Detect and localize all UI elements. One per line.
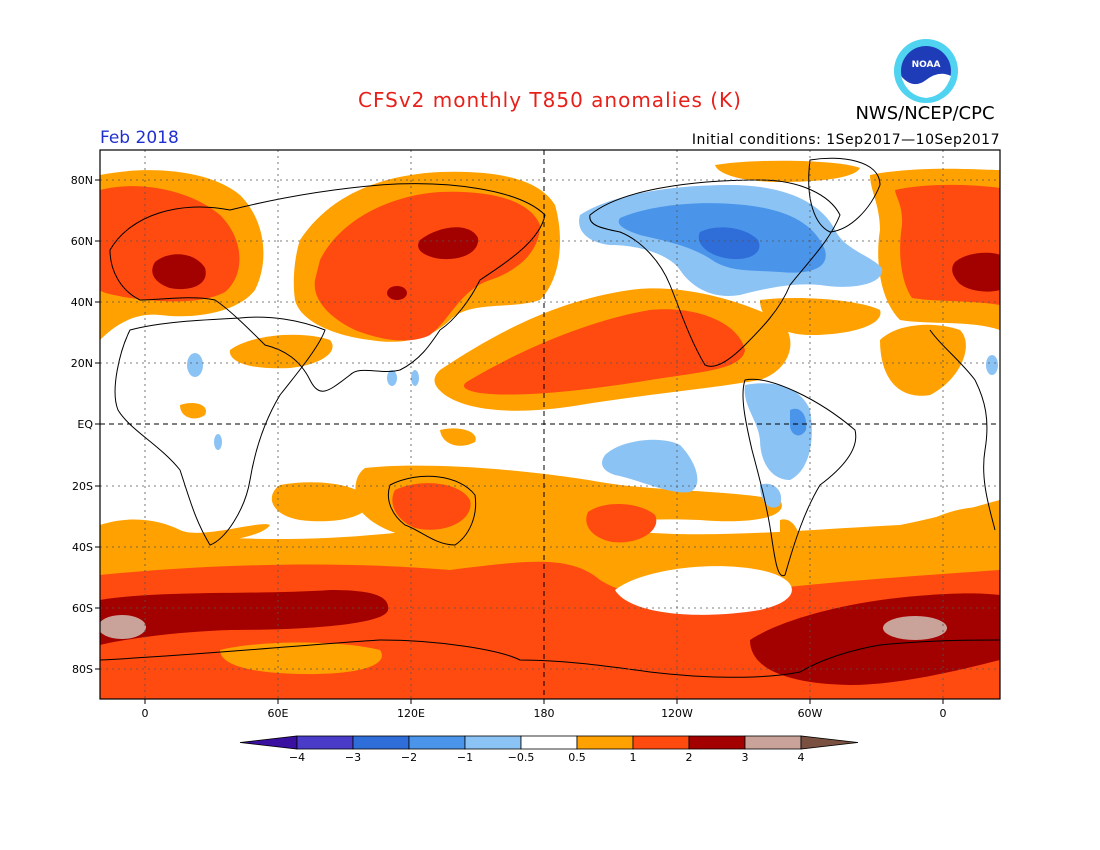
colorbar-arrow-low bbox=[239, 735, 298, 750]
anomaly-region bbox=[187, 353, 203, 377]
lon-label: 120E bbox=[397, 707, 425, 720]
anomaly-region bbox=[418, 227, 479, 260]
anomaly-region bbox=[392, 483, 471, 530]
lat-label: 20N bbox=[71, 357, 93, 370]
lon-label: 60W bbox=[798, 707, 823, 720]
lon-label: 120W bbox=[661, 707, 693, 720]
colorbar-swatch bbox=[576, 735, 634, 750]
colorbar-label: 1 bbox=[630, 751, 637, 764]
lon-label: 60E bbox=[268, 707, 289, 720]
agency-label: NWS/NCEP/CPC bbox=[855, 103, 995, 124]
latitude-labels: 80N 60N 40N 20N EQ 20S 40S 60S 80S bbox=[71, 174, 100, 676]
anomaly-region bbox=[411, 370, 419, 386]
lat-label: 40S bbox=[72, 541, 93, 554]
colorbar-label: 0.5 bbox=[568, 751, 586, 764]
colorbar-swatch bbox=[520, 735, 578, 750]
anomaly-region bbox=[100, 615, 146, 639]
graticule bbox=[100, 150, 1000, 699]
anomaly-region bbox=[715, 160, 860, 182]
anomaly-region bbox=[615, 566, 792, 615]
lon-label: 0 bbox=[940, 707, 947, 720]
colorbar-label: −1 bbox=[457, 751, 473, 764]
equator-dateline bbox=[100, 150, 1000, 699]
logo-lettering: NOAA bbox=[912, 60, 941, 70]
lat-label: 80N bbox=[71, 174, 93, 187]
anomaly-region bbox=[152, 254, 206, 290]
lat-label: 40N bbox=[71, 296, 93, 309]
colorbar-label: 3 bbox=[742, 751, 749, 764]
colorbar-swatch bbox=[632, 735, 690, 750]
coastlines bbox=[100, 157, 1000, 678]
anomaly-region bbox=[602, 439, 698, 493]
anomaly-region bbox=[986, 355, 998, 375]
lat-label: 80S bbox=[72, 663, 93, 676]
anomaly-region bbox=[220, 642, 382, 675]
noaa-logo-icon: NOAA bbox=[894, 39, 958, 103]
anomaly-region bbox=[180, 403, 206, 419]
anomaly-region bbox=[387, 286, 407, 300]
colorbar-label: −2 bbox=[401, 751, 417, 764]
anomaly-region bbox=[464, 309, 745, 395]
initial-conditions: Initial conditions: 1Sep2017—10Sep2017 bbox=[691, 132, 1000, 148]
lat-label: EQ bbox=[77, 418, 93, 431]
colorbar-swatch bbox=[464, 735, 522, 750]
anomaly-region bbox=[750, 593, 1000, 685]
colorbar-label: −4 bbox=[289, 751, 305, 764]
anomaly-region bbox=[930, 507, 1000, 557]
colorbar-label: −3 bbox=[345, 751, 361, 764]
longitude-labels: 0 60E 120E 180 120W 60W 0 bbox=[142, 699, 947, 720]
anomaly-region bbox=[387, 370, 397, 386]
anomaly-region bbox=[355, 465, 782, 557]
map-field bbox=[100, 150, 1000, 699]
colorbar-swatch bbox=[296, 735, 354, 750]
lat-label: 20S bbox=[72, 480, 93, 493]
forecast-period: Feb 2018 bbox=[100, 128, 179, 148]
anomaly-region bbox=[952, 252, 1000, 292]
colorbar-label: −0.5 bbox=[508, 751, 535, 764]
colorbar-label: 4 bbox=[798, 751, 805, 764]
anomaly-region bbox=[440, 428, 476, 446]
anomaly-region bbox=[314, 191, 540, 341]
anomaly-region bbox=[880, 324, 966, 396]
anomaly-region bbox=[100, 519, 270, 549]
anomaly-region bbox=[214, 434, 222, 450]
colorbar-swatch bbox=[408, 735, 466, 750]
colorbar-label: 2 bbox=[686, 751, 693, 764]
lat-label: 60S bbox=[72, 602, 93, 615]
lon-label: 0 bbox=[142, 707, 149, 720]
colorbar-arrow-high bbox=[800, 735, 859, 750]
anomaly-region bbox=[790, 408, 807, 436]
lat-label: 60N bbox=[71, 235, 93, 248]
colorbar-swatch bbox=[688, 735, 746, 750]
lon-label: 180 bbox=[534, 707, 555, 720]
map-title: CFSv2 monthly T850 anomalies (K) bbox=[358, 88, 742, 112]
anomaly-region bbox=[271, 482, 371, 522]
colorbar: −4 −3 −2 −1 −0.5 0.5 1 2 3 4 bbox=[239, 735, 859, 764]
anomaly-region bbox=[586, 504, 657, 543]
anomaly-region bbox=[100, 590, 389, 645]
anomaly-region bbox=[780, 519, 802, 574]
colorbar-swatch bbox=[744, 735, 802, 750]
anomaly-region bbox=[698, 227, 760, 260]
anomaly-region bbox=[883, 616, 947, 640]
anomaly-region bbox=[760, 298, 881, 335]
colorbar-swatch bbox=[352, 735, 410, 750]
anomaly-region bbox=[744, 383, 812, 480]
